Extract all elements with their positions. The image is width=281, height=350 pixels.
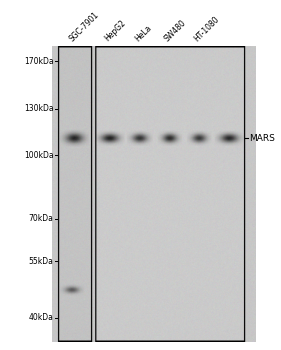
Text: HT-1080: HT-1080 xyxy=(192,14,221,43)
Text: 130kDa: 130kDa xyxy=(24,104,53,113)
Text: HeLa: HeLa xyxy=(133,23,153,43)
Text: SW480: SW480 xyxy=(163,18,188,43)
Text: MARS: MARS xyxy=(250,134,275,143)
Text: 70kDa: 70kDa xyxy=(29,214,53,223)
Text: 40kDa: 40kDa xyxy=(29,313,53,322)
Text: 100kDa: 100kDa xyxy=(24,151,53,160)
Text: 55kDa: 55kDa xyxy=(29,257,53,266)
Text: HepG2: HepG2 xyxy=(103,18,128,43)
Text: SGC-7901: SGC-7901 xyxy=(67,10,101,43)
Text: 170kDa: 170kDa xyxy=(24,57,53,66)
